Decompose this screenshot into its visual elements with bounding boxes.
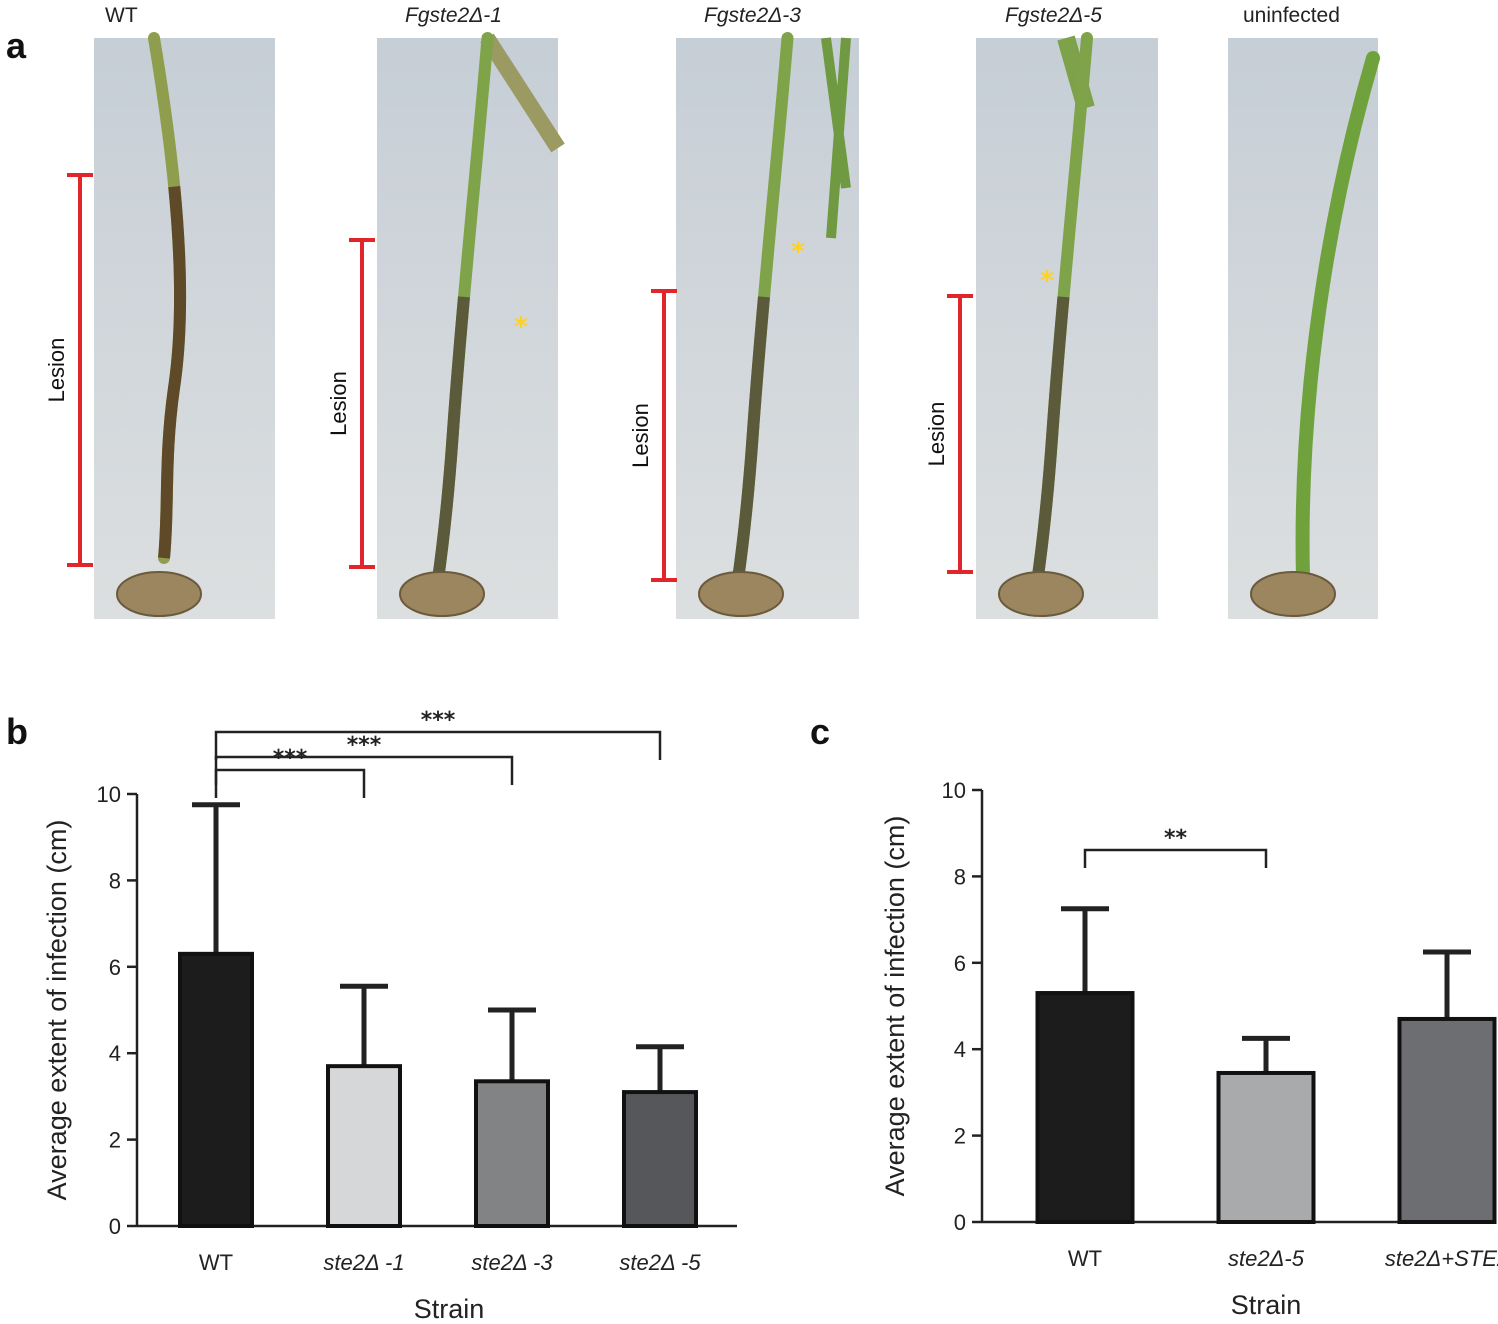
lesion-discoloration bbox=[1031, 37, 1093, 584]
y-tick-label: 6 bbox=[954, 951, 966, 976]
seed bbox=[116, 571, 202, 617]
x-tick-label: WT bbox=[199, 1250, 233, 1275]
bar-2 bbox=[1216, 1070, 1316, 1224]
bar-2 bbox=[326, 1064, 402, 1229]
significance-bracket: *** bbox=[214, 746, 366, 798]
seedling-photo: Fgste2Δ-1 Lesion * bbox=[326, 4, 565, 619]
y-tick-label: 10 bbox=[942, 778, 966, 803]
panel-a-photos: WT Lesion Fgste2Δ-1 Lesion * Fgste2Δ-3 Lesion *… bbox=[44, 4, 1380, 619]
seed bbox=[399, 571, 485, 617]
y-tick-label: 4 bbox=[109, 1041, 121, 1066]
photo-background bbox=[676, 38, 859, 619]
y-axis-title: Average extent of infection (cm) bbox=[42, 820, 72, 1201]
x-tick-label: WT bbox=[1068, 1246, 1102, 1271]
seedling-photo: Fgste2Δ-3 Lesion * bbox=[628, 4, 859, 619]
bracket-line bbox=[214, 768, 366, 798]
y-tick-label: 0 bbox=[954, 1210, 966, 1235]
y-tick-label: 8 bbox=[109, 868, 121, 893]
inoculation-star-icon: * bbox=[514, 312, 528, 342]
significance-bracket: *** bbox=[214, 733, 514, 785]
x-axis-title: Strain bbox=[414, 1294, 485, 1324]
bracket-line bbox=[214, 730, 662, 760]
leaf-blade bbox=[480, 33, 565, 153]
x-tick-label: ste2Δ -5 bbox=[619, 1250, 701, 1275]
bar-1 bbox=[178, 951, 254, 1229]
y-tick-label: 10 bbox=[97, 782, 121, 807]
panel-c-chart: c 0 2 4 6 8 10 Average extent of infection (cm)… bbox=[810, 711, 1498, 1320]
x-axis-title: Strain bbox=[1231, 1290, 1302, 1320]
seed bbox=[998, 571, 1084, 617]
seedling-photo: WT Lesion bbox=[44, 4, 275, 619]
panel-letter: b bbox=[6, 711, 28, 752]
bar-3 bbox=[474, 1079, 550, 1229]
bracket-line bbox=[1083, 848, 1268, 868]
significance-bracket: *** bbox=[214, 708, 662, 760]
significance-label: ** bbox=[1164, 826, 1188, 851]
photo-title: uninfected bbox=[1243, 4, 1340, 27]
bracket-line bbox=[214, 755, 514, 785]
photo-title: WT bbox=[105, 4, 138, 27]
significance-label: *** bbox=[347, 733, 382, 758]
lesion-label: Lesion bbox=[628, 403, 653, 468]
leaf-blade bbox=[821, 37, 851, 239]
seedling-photo: Fgste2Δ-5 Lesion * bbox=[924, 4, 1158, 619]
seed bbox=[1250, 571, 1336, 617]
lesion-discoloration bbox=[148, 37, 187, 559]
lesion-discoloration bbox=[731, 37, 794, 584]
panel-letter: c bbox=[810, 711, 830, 752]
significance-bracket: ** bbox=[1083, 826, 1268, 868]
y-tick-label: 2 bbox=[109, 1128, 121, 1153]
lesion-label: Lesion bbox=[924, 402, 949, 467]
bar-4 bbox=[622, 1090, 698, 1228]
lesion-bar: Lesion bbox=[326, 238, 375, 569]
y-tick-label: 0 bbox=[109, 1214, 121, 1239]
bar-3 bbox=[1397, 1016, 1497, 1225]
lesion-bar: Lesion bbox=[924, 294, 973, 574]
photo-title: Fgste2Δ-3 bbox=[704, 4, 801, 27]
x-tick-label: ste2Δ-5 bbox=[1228, 1246, 1305, 1271]
inoculation-star-icon: * bbox=[1040, 266, 1054, 296]
panel-b-chart: b 0 2 4 6 8 10 Average extent of infection (cm)… bbox=[6, 708, 737, 1324]
lesion-bar: Lesion bbox=[44, 173, 93, 567]
y-tick-label: 6 bbox=[109, 955, 121, 980]
lesion-label: Lesion bbox=[44, 338, 69, 403]
photo-title: Fgste2Δ-1 bbox=[405, 4, 502, 27]
lesion-bar: Lesion bbox=[628, 289, 677, 582]
lesion-discoloration bbox=[431, 37, 494, 584]
x-tick-label: ste2Δ+STE2 bbox=[1385, 1246, 1498, 1271]
y-tick-label: 2 bbox=[954, 1124, 966, 1149]
panel-a-letter: a bbox=[6, 25, 27, 66]
photo-background bbox=[377, 38, 558, 619]
significance-label: *** bbox=[421, 708, 456, 733]
x-tick-label: ste2Δ -1 bbox=[323, 1250, 404, 1275]
bar-1 bbox=[1035, 991, 1135, 1224]
seed bbox=[698, 571, 784, 617]
inoculation-star-icon: * bbox=[791, 237, 805, 267]
y-tick-label: 4 bbox=[954, 1037, 966, 1062]
significance-label: *** bbox=[273, 746, 308, 771]
y-axis-title: Average extent of infection (cm) bbox=[880, 816, 910, 1197]
photo-background bbox=[976, 38, 1158, 619]
seedling-stem bbox=[1295, 51, 1380, 585]
y-tick-label: 8 bbox=[954, 864, 966, 889]
x-tick-label: ste2Δ -3 bbox=[471, 1250, 553, 1275]
lesion-label: Lesion bbox=[326, 371, 351, 436]
photo-title: Fgste2Δ-5 bbox=[1005, 4, 1102, 27]
seedling-photo: uninfected bbox=[1228, 4, 1380, 619]
